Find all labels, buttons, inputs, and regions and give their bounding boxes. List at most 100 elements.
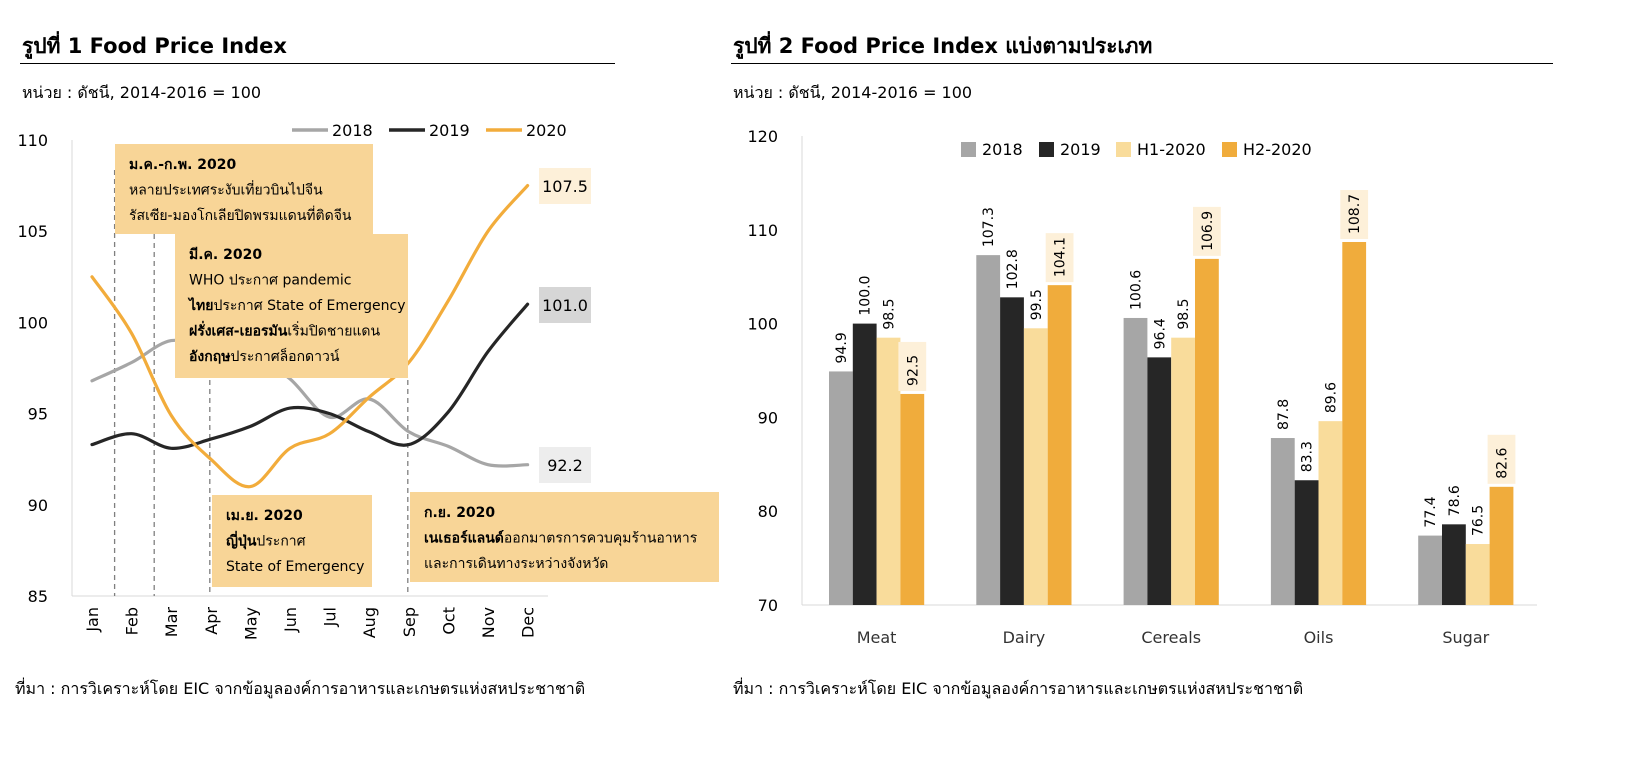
category-label: Dairy: [1003, 628, 1046, 647]
end-label-box: [539, 168, 591, 204]
bar-value-label: 94.9: [834, 332, 850, 363]
bar-2019: [852, 323, 877, 605]
annotation-bold-text: ไทย: [187, 296, 213, 314]
left-chart-title: รูปที่ 1 Food Price Index: [22, 34, 287, 58]
category-label: Sugar: [1442, 628, 1489, 647]
x-tick-label: May: [241, 607, 260, 640]
bar-value-label: 108.7: [1347, 194, 1363, 234]
right-chart-title: รูปที่ 2 Food Price Index แบ่งตามประเภท: [733, 34, 1153, 58]
annotation-box: [115, 144, 373, 234]
legend-swatch-H2-2020: [1222, 142, 1237, 157]
annotation-line: และการเดินทางระหว่างจังหวัด: [424, 556, 608, 572]
value-label-bg: [898, 341, 927, 391]
annotation-text: หลายประเทศระงับเที่ยวบินไปจีน: [129, 181, 323, 199]
bar-value-label: 78.6: [1447, 485, 1463, 516]
annotation-line: ฝรั่งเศส-เยอรมันเริ่มปิดชายแดน: [189, 321, 381, 340]
annotation-text: WHO ประกาศ pandemic: [189, 273, 352, 289]
bar-H2-2020: [1342, 241, 1367, 605]
bar-H1-2020: [876, 337, 901, 605]
legend-label: 2019: [429, 121, 470, 140]
bar-H2-2020: [900, 393, 925, 605]
annotation-bold-text: เม.ย. 2020: [226, 508, 303, 524]
annotation-text: ประกาศล็อกดาวน์: [230, 347, 339, 365]
bar-2018: [1270, 438, 1295, 605]
bar-H2-2020: [1047, 285, 1072, 605]
bar-2018: [829, 371, 853, 605]
x-tick-label: Jan: [83, 607, 102, 633]
bar-value-label: 76.5: [1471, 505, 1487, 536]
series-line-2019: [90, 302, 530, 450]
value-label-bg: [1340, 189, 1369, 239]
annotation-box: [410, 492, 719, 582]
y-tick-label: 90: [28, 496, 48, 515]
bar-H1-2020: [1465, 544, 1490, 605]
end-label-box: [539, 447, 591, 483]
legend-label: 2020: [526, 121, 567, 140]
x-tick-label: Jun: [281, 607, 300, 633]
y-tick-label: 90: [758, 408, 778, 427]
bar-value-label: 89.6: [1323, 382, 1339, 413]
legend-label: H1-2020: [1137, 140, 1206, 159]
annotation-line: ญี่ปุ่นประกาศ: [226, 531, 306, 550]
bar-value-label: 77.4: [1423, 496, 1439, 527]
bar-value-label: 106.9: [1200, 211, 1216, 251]
annotation-bold-text: ญี่ปุ่น: [226, 531, 257, 550]
category-label: Oils: [1304, 628, 1334, 647]
x-tick-label: Dec: [519, 607, 538, 638]
bar-2019: [1000, 297, 1024, 605]
annotation-line: มี.ค. 2020: [189, 247, 262, 263]
bar-value-label: 98.5: [1176, 298, 1192, 329]
legend-swatch-2018: [961, 142, 976, 157]
annotation-text: เริ่มปิดชายแดน: [287, 322, 380, 340]
bar-value-label: 92.5: [905, 355, 921, 386]
series-line-2020: [90, 184, 530, 489]
bar-value-label: 104.1: [1053, 237, 1069, 277]
bar-2019: [1147, 357, 1172, 605]
x-tick-label: Sep: [400, 607, 419, 637]
bar-H2-2020: [1195, 258, 1219, 605]
end-value-label: 92.2: [547, 456, 583, 475]
y-tick-label: 120: [747, 127, 778, 146]
bar-H1-2020: [1023, 328, 1048, 605]
annotation-bold-text: ฝรั่งเศส-เยอรมัน: [189, 321, 288, 340]
bar-value-label: 96.4: [1152, 318, 1168, 349]
y-tick-label: 85: [28, 587, 48, 606]
legend-swatch-H1-2020: [1116, 142, 1131, 157]
annotation-box: [175, 234, 408, 378]
bar-value-label: 102.8: [1005, 249, 1021, 289]
annotation-bold-text: มี.ค. 2020: [189, 247, 262, 263]
value-label-bg: [1045, 233, 1074, 283]
legend-label: 2018: [332, 121, 373, 140]
annotation-text: รัสเซีย-มองโกเลียปิดพรมแดนที่ติดจีน: [129, 206, 352, 224]
left-unit-label: หน่วย : ดัชนี, 2014-2016 = 100: [22, 83, 262, 102]
bar-value-label: 100.6: [1129, 270, 1145, 310]
y-tick-label: 70: [758, 596, 778, 615]
x-tick-label: Jul: [321, 607, 340, 627]
y-tick-label: 105: [17, 222, 48, 241]
bar-2018: [976, 255, 1001, 605]
y-tick-label: 100: [747, 315, 778, 334]
annotation-line: ม.ค.-ก.พ. 2020: [129, 157, 236, 173]
bar-2018: [1123, 317, 1148, 605]
bar-H2-2020: [1489, 486, 1514, 605]
left-source-note: ที่มา : การวิเคราะห์โดย EIC จากข้อมูลองค…: [15, 679, 586, 698]
bar-value-label: 100.0: [858, 276, 874, 316]
bar-2019: [1294, 480, 1319, 605]
annotation-text: ประกาศ: [256, 534, 305, 550]
bar-value-label: 99.5: [1029, 289, 1045, 320]
bar-value-label: 107.3: [981, 207, 997, 247]
annotation-line: เนเธอร์แลนด์ออกมาตรการควบคุมร้านอาหาร: [424, 530, 698, 547]
x-tick-label: Feb: [123, 607, 142, 635]
annotation-line: ไทยประกาศ State of Emergency: [187, 296, 406, 314]
bar-2018: [1418, 535, 1442, 605]
annotation-line: หลายประเทศระงับเที่ยวบินไปจีน: [129, 181, 323, 199]
end-value-label: 107.5: [542, 177, 588, 196]
x-tick-label: Nov: [479, 607, 498, 638]
bar-value-label: 83.3: [1300, 441, 1316, 472]
annotation-text: ประกาศ State of Emergency: [213, 298, 405, 314]
annotation-line: State of Emergency: [226, 559, 364, 575]
legend-label: 2019: [1060, 140, 1101, 159]
right-source-note: ที่มา : การวิเคราะห์โดย EIC จากข้อมูลองค…: [733, 679, 1304, 698]
annotation-bold-text: ก.ย. 2020: [424, 505, 495, 521]
bar-value-label: 82.6: [1495, 448, 1511, 479]
